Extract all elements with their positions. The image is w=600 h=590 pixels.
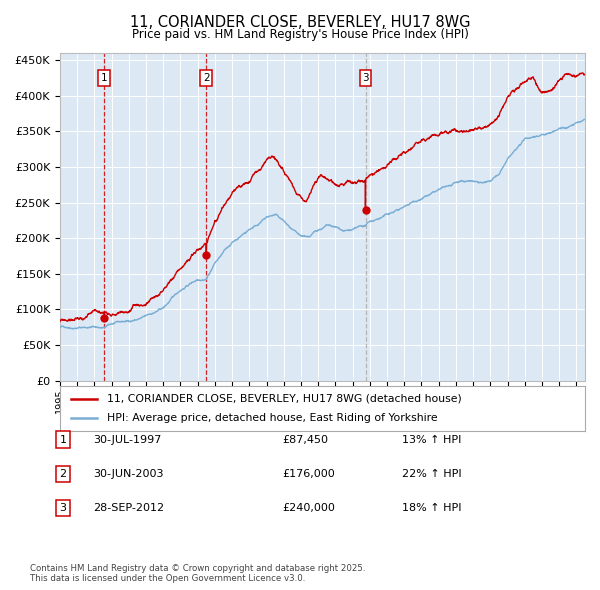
Text: 2: 2 (59, 469, 67, 478)
Text: 18% ↑ HPI: 18% ↑ HPI (402, 503, 461, 513)
Text: 2: 2 (203, 73, 209, 83)
Text: 3: 3 (59, 503, 67, 513)
Text: Price paid vs. HM Land Registry's House Price Index (HPI): Price paid vs. HM Land Registry's House … (131, 28, 469, 41)
Text: 28-SEP-2012: 28-SEP-2012 (93, 503, 164, 513)
Text: 22% ↑ HPI: 22% ↑ HPI (402, 469, 461, 478)
Text: 13% ↑ HPI: 13% ↑ HPI (402, 435, 461, 444)
Text: 11, CORIANDER CLOSE, BEVERLEY, HU17 8WG (detached house): 11, CORIANDER CLOSE, BEVERLEY, HU17 8WG … (107, 394, 462, 404)
Text: £87,450: £87,450 (282, 435, 328, 444)
Text: 30-JUN-2003: 30-JUN-2003 (93, 469, 163, 478)
Text: 11, CORIANDER CLOSE, BEVERLEY, HU17 8WG: 11, CORIANDER CLOSE, BEVERLEY, HU17 8WG (130, 15, 470, 30)
Text: 1: 1 (101, 73, 108, 83)
Text: 1: 1 (59, 435, 67, 444)
Text: £176,000: £176,000 (282, 469, 335, 478)
Text: 30-JUL-1997: 30-JUL-1997 (93, 435, 161, 444)
Text: HPI: Average price, detached house, East Riding of Yorkshire: HPI: Average price, detached house, East… (107, 414, 438, 423)
Text: Contains HM Land Registry data © Crown copyright and database right 2025.
This d: Contains HM Land Registry data © Crown c… (30, 563, 365, 583)
Text: £240,000: £240,000 (282, 503, 335, 513)
Text: 3: 3 (362, 73, 369, 83)
